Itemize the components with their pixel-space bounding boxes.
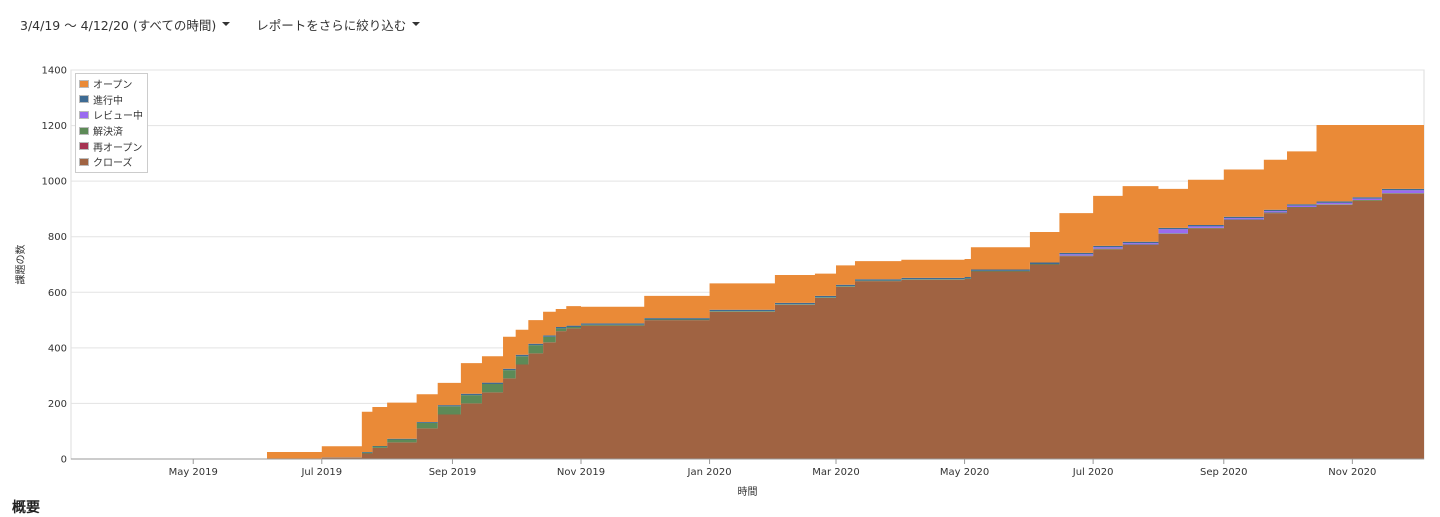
- report-toolbar: 3/4/19 〜 4/12/20 (すべての時間) レポートをさらに絞り込む: [20, 14, 421, 34]
- y-tick-label: 800: [48, 232, 67, 243]
- filter-report-label: レポートをさらに絞り込む: [256, 17, 407, 33]
- y-tick-label: 200: [48, 399, 67, 410]
- y-tick-label: 400: [48, 343, 67, 354]
- legend-label: 進行中: [93, 95, 123, 107]
- legend-swatch: [79, 142, 89, 151]
- x-tick-label: Mar 2020: [812, 467, 860, 478]
- x-tick-label: Sep 2019: [429, 467, 476, 478]
- x-tick-label: Nov 2019: [557, 467, 605, 478]
- legend-item: クローズ: [79, 154, 143, 170]
- date-range-label: 3/4/19 〜 4/12/20 (すべての時間): [20, 17, 217, 33]
- y-tick-label: 600: [48, 288, 67, 299]
- legend-swatch: [79, 110, 89, 119]
- x-tick-label: Jul 2019: [300, 467, 342, 478]
- series-area-3: [71, 177, 1424, 459]
- legend-item: オープン: [79, 76, 143, 92]
- legend-item: 進行中: [79, 92, 143, 108]
- legend-swatch: [79, 95, 89, 104]
- legend-label: 解決済: [93, 127, 123, 139]
- legend-swatch: [79, 79, 89, 88]
- legend-swatch: [79, 157, 89, 166]
- legend-label: オープン: [93, 80, 133, 92]
- y-tick-label: 1400: [42, 66, 67, 77]
- legend-label: クローズ: [93, 158, 133, 170]
- chart-legend: オープン進行中レビュー中解決済再オープンクローズ: [75, 73, 148, 173]
- x-tick-label: May 2020: [940, 467, 989, 478]
- series-area-0: [71, 181, 1424, 459]
- filter-report-dropdown[interactable]: レポートをさらに絞り込む: [256, 15, 421, 34]
- legend-item: レビュー中: [79, 107, 143, 123]
- summary-heading: 概要: [12, 500, 40, 516]
- legend-label: レビュー中: [93, 111, 143, 123]
- chevron-down-icon: [412, 22, 421, 26]
- x-tick-label: Jan 2020: [687, 467, 732, 478]
- y-tick-label: 1000: [42, 177, 67, 188]
- x-tick-label: Jul 2020: [1072, 467, 1114, 478]
- x-tick-label: Nov 2020: [1328, 467, 1376, 478]
- legend-item: 再オープン: [79, 138, 143, 154]
- y-tick-label: 0: [61, 455, 67, 466]
- y-axis-title: 課題の数: [14, 245, 27, 285]
- x-axis-title: 時間: [738, 486, 758, 498]
- y-tick-label: 1200: [42, 121, 67, 132]
- series-area-5: [71, 120, 1424, 459]
- legend-item: 解決済: [79, 123, 143, 139]
- x-tick-label: May 2019: [169, 467, 218, 478]
- date-range-dropdown[interactable]: 3/4/19 〜 4/12/20 (すべての時間): [20, 15, 231, 34]
- legend-label: 再オープン: [93, 142, 143, 154]
- x-tick-label: Sep 2020: [1200, 467, 1247, 478]
- legend-swatch: [79, 126, 89, 135]
- chevron-down-icon: [222, 22, 231, 26]
